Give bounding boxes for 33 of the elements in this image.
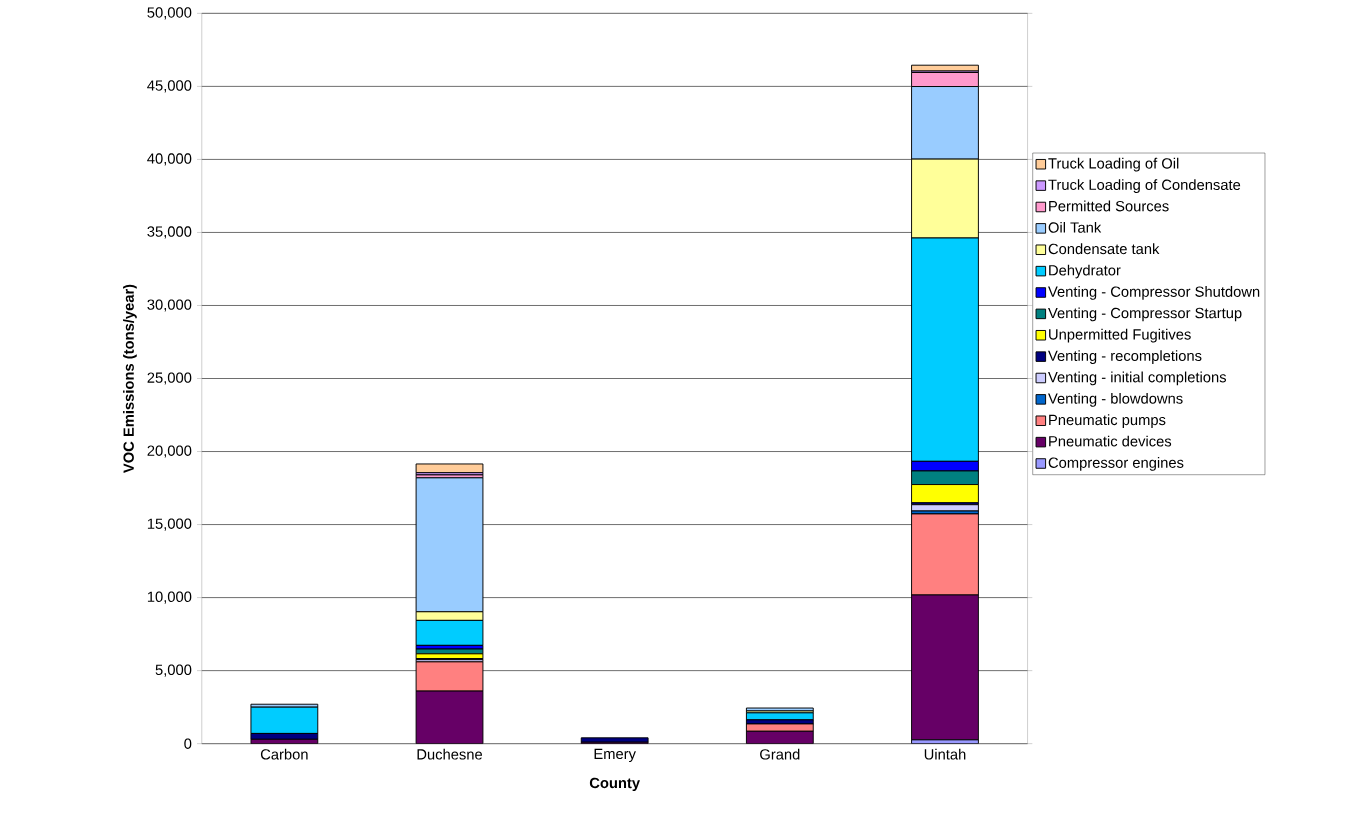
legend-label: Pneumatic pumps xyxy=(1049,414,1166,428)
x-tick-label: Grand xyxy=(760,748,800,760)
legend-label: Condensate tank xyxy=(1048,243,1160,254)
legend-label: Truck Loading of Oil xyxy=(1048,157,1179,172)
y-axis-title: VOC Emissions (tons/year) xyxy=(123,284,137,473)
y-tick-label: 40,000 xyxy=(147,153,192,166)
legend-label: Venting - recompletions xyxy=(1048,350,1202,364)
legend-label: Unpermitted Fugitives xyxy=(1049,328,1191,343)
y-tick-label: 45,000 xyxy=(147,80,192,93)
y-tick-label: 15,000 xyxy=(147,518,192,531)
legend-label: Compressor engines xyxy=(1048,456,1184,471)
x-axis-title: County xyxy=(589,777,640,791)
y-tick-label: 35,000 xyxy=(147,226,192,239)
legend-label: Venting - blowdowns xyxy=(1048,392,1183,407)
x-tick-label: Duchesne xyxy=(417,748,483,760)
x-tick-label: Uintah xyxy=(924,748,966,760)
legend-label: Venting - Compressor Shutdown xyxy=(1048,285,1260,300)
y-tick-label: 50,000 xyxy=(147,7,192,20)
y-tick-label: 0 xyxy=(184,738,192,749)
legend-label: Oil Tank xyxy=(1048,221,1102,233)
legend-label: Permitted Sources xyxy=(1049,200,1169,212)
y-tick-label: 10,000 xyxy=(147,591,192,604)
legend-label: Venting - Compressor Startup xyxy=(1048,307,1242,321)
x-tick-label: Emery xyxy=(594,748,636,762)
y-tick-label: 5,000 xyxy=(155,664,192,677)
y-tick-label: 20,000 xyxy=(147,445,192,458)
legend-label: Venting - initial completions xyxy=(1048,371,1227,386)
legend-label: Truck Loading of Condensate xyxy=(1048,179,1241,193)
y-tick-label: 30,000 xyxy=(147,299,192,312)
legend-label: Pneumatic devices xyxy=(1049,435,1172,447)
legend-label: Dehydrator xyxy=(1049,264,1121,279)
y-tick-label: 25,000 xyxy=(147,372,192,385)
x-tick-label: Carbon xyxy=(260,748,308,760)
